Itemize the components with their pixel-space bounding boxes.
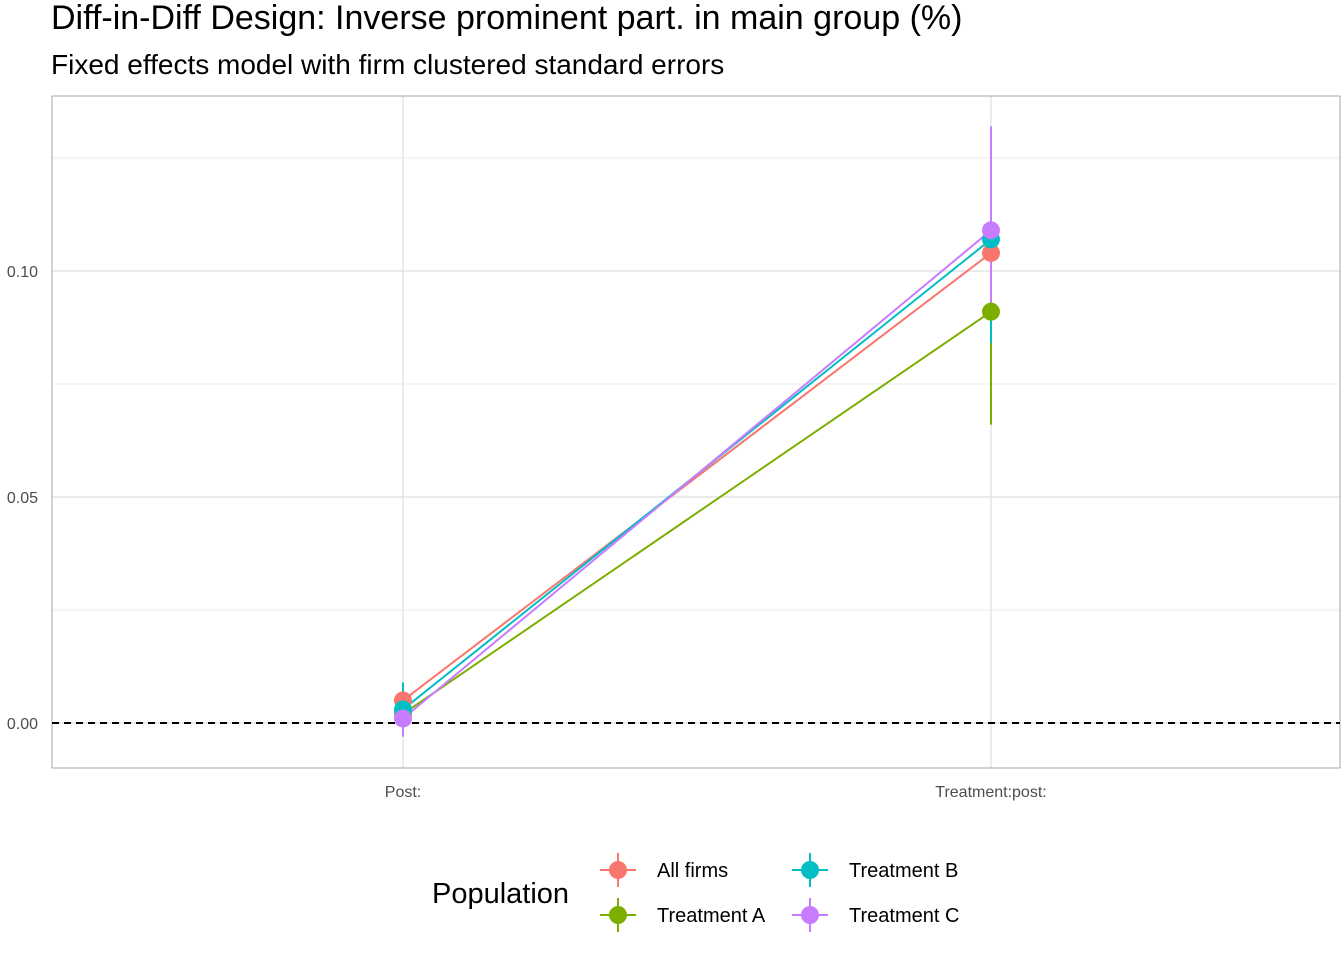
legend-label: Treatment A [657,905,766,927]
series-line [402,310,992,715]
chart-subtitle: Fixed effects model with firm clustered … [51,49,724,80]
legend-key-point [801,861,819,879]
data-point [982,221,1000,240]
legend-label: Treatment B [849,860,958,882]
chart-title: Diff-in-Diff Design: Inverse prominent p… [51,0,962,37]
legend-key-point [801,906,819,924]
legend-label: All firms [657,860,728,882]
y-tick-label: 0.00 [7,716,38,733]
series-line [402,252,992,702]
panel-border [51,95,1341,769]
legend-key-point [609,906,627,924]
y-tick-label: 0.10 [7,264,38,281]
data-point [982,243,1000,262]
data-point [982,302,1000,321]
plot-panel: 0.00 0.05 0.10 Post: Treatment:post: [7,95,1341,801]
legend-label: Treatment C [849,905,959,927]
legend-key-point [609,861,627,879]
legend: Population All firms Treatment A Treatment… [432,853,959,932]
x-tick-label: Post: [385,784,421,801]
data-point [394,709,412,728]
y-tick-label: 0.05 [7,490,38,507]
x-tick-label: Treatment:post: [935,784,1046,801]
series-line [402,229,992,720]
legend-title: Population [432,878,569,910]
